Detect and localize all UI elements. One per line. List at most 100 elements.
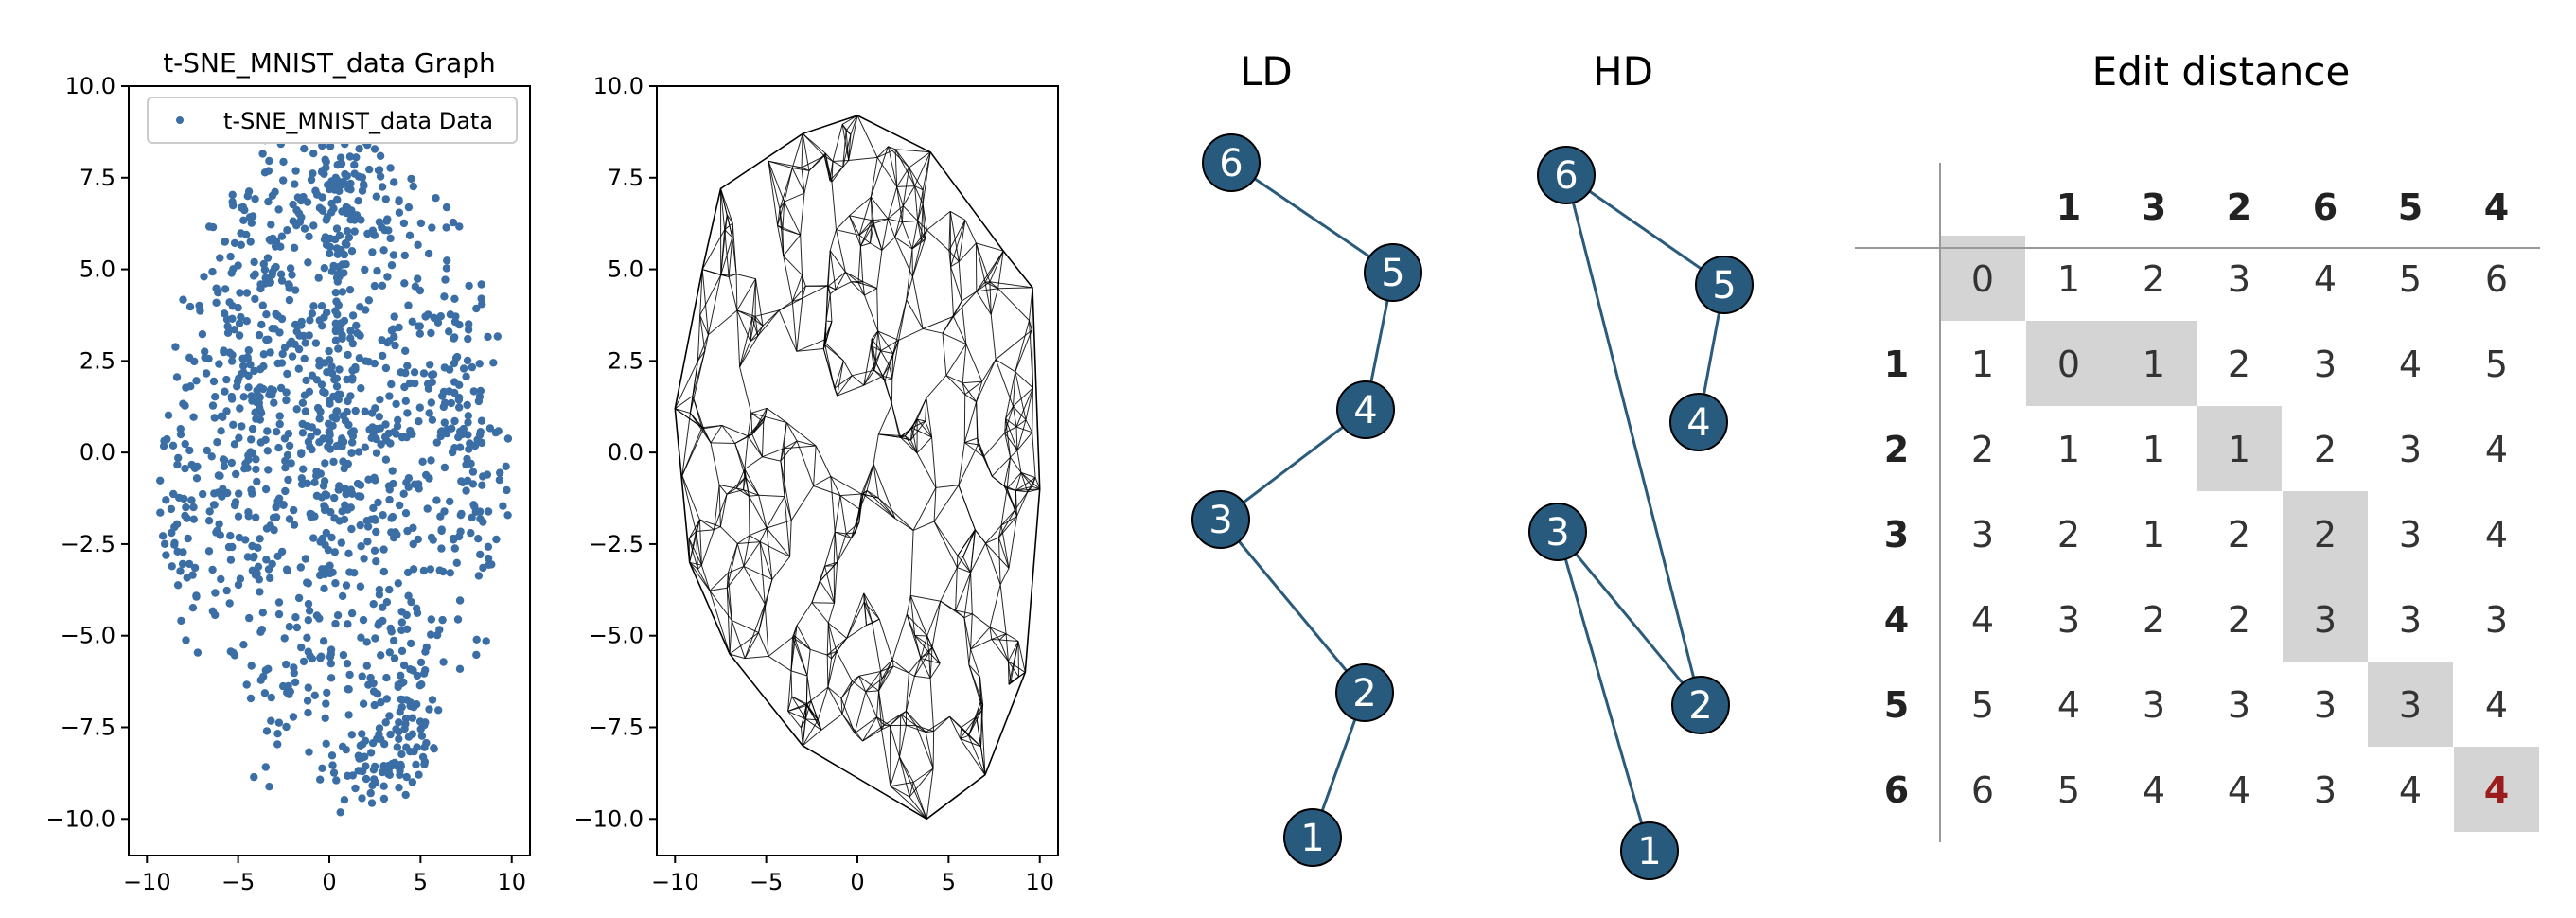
mesh-edge [895,149,931,153]
mesh-edge [914,675,931,679]
scatter-point [344,711,353,719]
scatter-point [334,396,343,404]
scatter-point [335,365,344,374]
scatter-point [198,330,207,339]
ld-node-3: 3 [1191,490,1250,549]
table-cell: 3 [2228,258,2250,300]
scatter-point [294,593,304,603]
mesh-edge [841,680,853,715]
mesh-edge [829,289,837,295]
legend-label: t-SNE_MNIST_data Data [223,108,493,134]
mesh-edge [751,317,764,327]
mesh-edge [909,530,914,596]
mesh-edge [699,274,722,316]
mesh-edge [736,278,756,311]
mesh-edge [1015,490,1016,510]
scatter-point [344,620,352,628]
scatter-point [225,599,234,608]
mesh-edge [824,532,836,567]
scatter-point [392,399,400,409]
mesh-edge [968,710,982,736]
scatter-point [385,585,394,594]
scatter-point [395,728,403,736]
scatter-point [345,152,355,161]
mesh-edge [964,437,978,444]
mesh-edge [840,697,843,715]
scatter-point [398,696,407,704]
scatter-point [386,730,395,739]
scatter-point [404,591,413,600]
scatter-point [268,325,276,333]
mesh-edge [860,242,871,247]
scatter-point [427,398,435,407]
scatter-point [178,559,187,569]
ld-node-1: 1 [1283,808,1342,867]
mesh-edge [864,288,877,296]
scatter-point [156,508,165,517]
scatter-point [403,526,412,536]
scatter-point [339,457,347,466]
scatter-point [356,331,364,340]
scatter-point [366,749,376,757]
scatter-point [458,430,467,439]
scatter-point [173,460,182,469]
scatter-point [362,357,370,365]
scatter-point [370,231,379,239]
scatter-point [235,533,244,542]
mesh-edge [780,461,792,521]
scatter-point [329,204,338,213]
mesh-edge [920,658,941,664]
mesh-edge [699,519,715,531]
scatter-point [182,503,190,512]
mesh-edge [831,161,834,183]
scatter-point [237,240,245,249]
scatter-point [321,503,329,512]
scatter-point [244,371,253,380]
edit-distance-title: Edit distance [2092,48,2351,95]
scatter-point [465,445,473,453]
mesh-edge [768,160,803,168]
scatter-point [388,759,397,768]
mesh-edge [882,376,892,405]
mesh-edge [771,556,790,580]
scatter-point [372,449,381,457]
scatter-point [320,584,328,593]
mesh-edge [958,242,977,262]
mesh-edge [906,711,926,733]
column-header: 3 [2142,186,2166,228]
highlight-cell [1940,236,2025,321]
mesh-ytick-label: 2.5 [608,347,644,374]
mesh-edge [790,670,808,677]
scatter-point [311,186,320,195]
table-cell: 2 [2057,514,2080,556]
mesh-edge [805,703,822,731]
scatter-point [336,808,344,817]
mesh-edge [852,369,874,377]
scatter-point [303,697,312,705]
scatter-point [376,172,385,181]
mesh-edge [692,396,703,428]
mesh-edge [942,300,962,334]
scatter-point [277,314,287,324]
mesh-edge [968,664,984,705]
scatter-point [244,508,253,517]
scatter-point [361,752,369,761]
mesh-y-axis: 10.07.55.02.50.0−2.5−5.0−7.5−10.0 [573,73,657,832]
mesh-edge [950,261,960,268]
scatter-point [344,233,354,242]
mesh-edge [884,378,892,381]
mesh-edge [726,588,731,655]
mesh-edge [748,496,768,529]
scatter-point [370,700,379,710]
scatter-point [201,347,209,356]
mesh-edge [1015,488,1040,491]
mesh-edge [749,527,768,537]
scatter-point [397,703,406,712]
mesh-edge [998,633,1007,641]
scatter-point [432,194,440,203]
mesh-edge [899,756,910,798]
scatter-point [343,227,352,236]
scatter-point [346,327,355,335]
scatter-point [351,784,360,793]
scatter-point [430,313,438,322]
